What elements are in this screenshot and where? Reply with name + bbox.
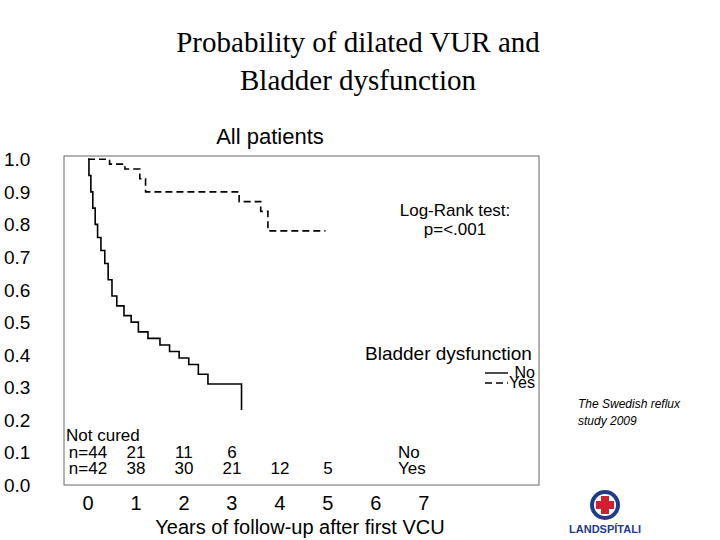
source-note: The Swedish reflux <box>578 397 681 411</box>
slide: Probability of dilated VUR and Bladder dy… <box>0 0 720 540</box>
km-curve <box>88 159 242 410</box>
logo-text: LANDSPÍTALI <box>569 523 641 535</box>
x-tick-label: 6 <box>370 492 381 514</box>
x-tick-label: 0 <box>82 492 93 514</box>
y-tick-label: 0.6 <box>4 280 30 301</box>
logo-cross <box>596 501 614 509</box>
y-tick-label: 0.8 <box>4 214 30 235</box>
logo: LANDSPÍTALI <box>569 490 641 535</box>
y-tick-label: 0.0 <box>4 475 30 496</box>
y-tick-label: 0.4 <box>4 345 31 366</box>
chart-title: All patients <box>216 124 324 149</box>
annotation: Log-Rank test: <box>400 201 511 220</box>
at-risk-count: 5 <box>323 459 332 478</box>
y-tick-label: 1.0 <box>4 149 30 170</box>
y-tick-label: 0.2 <box>4 410 30 431</box>
at-risk-count: 30 <box>174 459 193 478</box>
legend-swatch <box>485 372 508 373</box>
x-tick-label: 1 <box>130 492 141 514</box>
x-axis-label: Years of follow-up after first VCU <box>155 516 444 538</box>
x-tick-label: 5 <box>322 492 333 514</box>
km-curve <box>88 159 326 231</box>
x-tick-label: 2 <box>178 492 189 514</box>
y-tick-label: 0.5 <box>4 312 30 333</box>
at-risk-count: 12 <box>270 459 289 478</box>
slide-title: Bladder dysfunction <box>240 64 476 96</box>
y-tick-label: 0.1 <box>4 442 30 463</box>
x-tick-label: 4 <box>274 492 285 514</box>
logo-ring <box>590 490 620 520</box>
logo-inner <box>594 494 616 516</box>
y-tick-label: 0.9 <box>4 182 30 203</box>
slide-title: Probability of dilated VUR and <box>176 26 540 58</box>
source-note: study 2009 <box>578 414 637 428</box>
annotation: p=<.001 <box>424 220 486 239</box>
legend-label: Yes <box>509 374 535 391</box>
y-tick-label: 0.3 <box>4 377 30 398</box>
x-tick-label: 3 <box>226 492 237 514</box>
at-risk-row-label: Yes <box>398 459 426 478</box>
at-risk-count: 38 <box>127 459 146 478</box>
plot-area <box>88 159 326 410</box>
at-risk-count: 21 <box>222 459 241 478</box>
at-risk-count: n=42 <box>69 459 107 478</box>
legend-title: Bladder dysfunction <box>365 343 532 364</box>
legend-swatch <box>485 382 508 383</box>
y-tick-label: 0.7 <box>4 247 30 268</box>
x-tick-label: 7 <box>418 492 429 514</box>
plot-frame <box>64 156 539 485</box>
